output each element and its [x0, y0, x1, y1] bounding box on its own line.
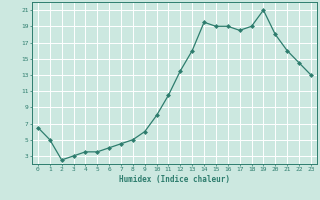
X-axis label: Humidex (Indice chaleur): Humidex (Indice chaleur)	[119, 175, 230, 184]
